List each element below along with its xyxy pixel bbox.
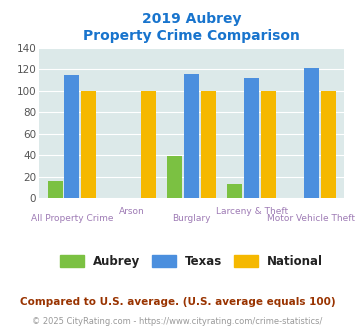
Text: Arson: Arson [119, 207, 145, 215]
Bar [261, 91, 276, 198]
Bar [48, 181, 63, 198]
Bar [81, 91, 96, 198]
Text: All Property Crime: All Property Crime [31, 214, 113, 223]
Title: 2019 Aubrey
Property Crime Comparison: 2019 Aubrey Property Crime Comparison [83, 12, 300, 43]
Bar [141, 91, 156, 198]
Bar [168, 156, 182, 198]
Text: Compared to U.S. average. (U.S. average equals 100): Compared to U.S. average. (U.S. average … [20, 297, 335, 307]
Bar [321, 91, 336, 198]
Bar [65, 75, 80, 198]
Bar [184, 74, 199, 198]
Text: © 2025 CityRating.com - https://www.cityrating.com/crime-statistics/: © 2025 CityRating.com - https://www.city… [32, 317, 323, 326]
Bar [304, 68, 319, 198]
Text: Motor Vehicle Theft: Motor Vehicle Theft [267, 214, 355, 223]
Bar [244, 78, 259, 198]
Text: Burglary: Burglary [173, 214, 211, 223]
Text: Larceny & Theft: Larceny & Theft [215, 207, 288, 215]
Bar [201, 91, 216, 198]
Bar [227, 184, 242, 198]
Legend: Aubrey, Texas, National: Aubrey, Texas, National [54, 249, 329, 274]
